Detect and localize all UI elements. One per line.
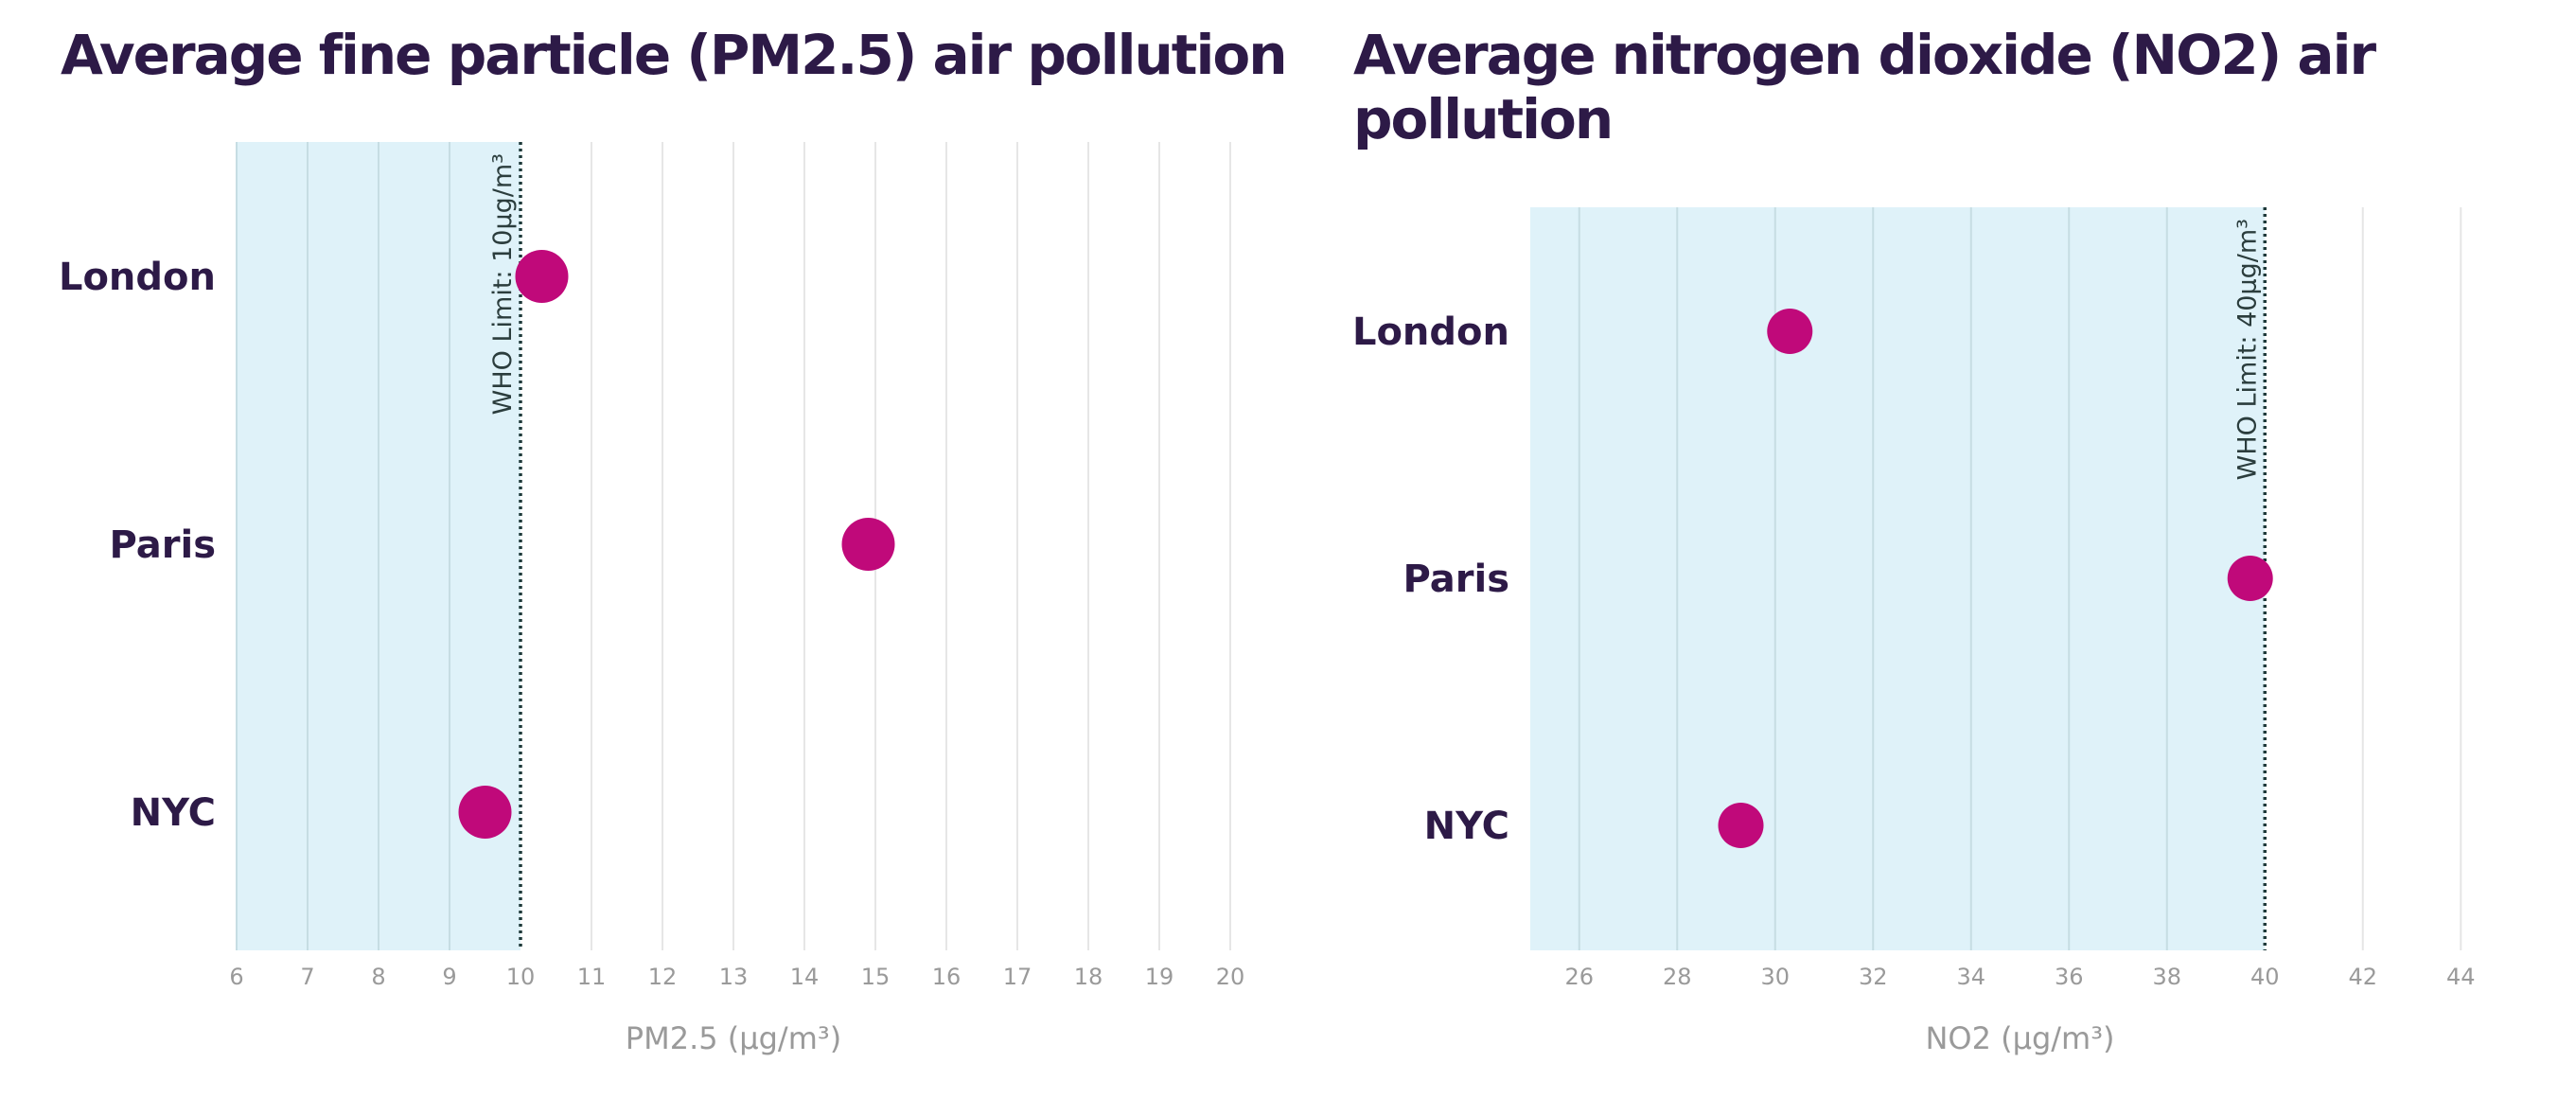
chart-title-no2: Average nitrogen dioxide (NO2) air pollu… [1353, 23, 2376, 151]
data-point-pm25 [841, 518, 895, 571]
data-point-pm25 [458, 786, 512, 839]
x-tick-label-no2: 30 [1760, 964, 1790, 990]
x-tick-label-pm25: 14 [790, 964, 820, 990]
x-tick-label-pm25: 6 [229, 964, 243, 990]
category-label-no2: NYC [1424, 805, 1509, 848]
x-axis-label-no2: NO2 (µg/m³) [1925, 1020, 2114, 1056]
x-tick-label-pm25: 20 [1216, 964, 1245, 990]
x-tick-label-no2: 38 [2152, 964, 2181, 990]
x-tick-label-no2: 34 [1956, 964, 1985, 990]
data-point-pm25 [515, 250, 569, 303]
chart-title-pm25: Average fine particle (PM2.5) air pollut… [61, 23, 1288, 87]
data-point-no2 [2227, 556, 2273, 601]
category-label-no2: London [1352, 310, 1509, 354]
x-tick-label-no2: 42 [2348, 964, 2377, 990]
x-tick-label-no2: 36 [2055, 964, 2084, 990]
x-tick-label-pm25: 13 [719, 964, 749, 990]
x-tick-label-pm25: 19 [1145, 964, 1174, 990]
x-tick-label-no2: 26 [1564, 964, 1594, 990]
x-tick-label-pm25: 8 [371, 964, 385, 990]
who-limit-label-pm25: WHO Limit: 10µg/m³ [488, 153, 518, 415]
x-tick-label-no2: 40 [2250, 964, 2280, 990]
x-tick-label-pm25: 18 [1074, 964, 1103, 990]
category-label-pm25: NYC [131, 791, 216, 835]
x-tick-label-pm25: 7 [300, 964, 314, 990]
x-tick-label-pm25: 16 [932, 964, 962, 990]
x-tick-label-pm25: 17 [1003, 964, 1032, 990]
category-label-pm25: Paris [110, 523, 216, 567]
x-axis-label-pm25: PM2.5 (µg/m³) [626, 1020, 841, 1056]
data-point-no2 [1718, 803, 1764, 848]
who-limit-label-no2: WHO Limit: 40µg/m³ [2232, 219, 2262, 480]
x-tick-label-no2: 32 [1859, 964, 1888, 990]
x-tick-label-pm25: 9 [442, 964, 456, 990]
below-limit-band-no2 [1530, 207, 2266, 950]
category-label-pm25: London [59, 256, 216, 299]
x-tick-label-pm25: 11 [577, 964, 607, 990]
x-tick-label-no2: 28 [1663, 964, 1692, 990]
category-label-no2: Paris [1403, 558, 1509, 601]
x-tick-label-pm25: 12 [648, 964, 678, 990]
x-tick-label-no2: 44 [2446, 964, 2476, 990]
x-tick-label-pm25: 15 [861, 964, 891, 990]
data-point-no2 [1767, 309, 1813, 354]
x-tick-label-pm25: 10 [506, 964, 536, 990]
